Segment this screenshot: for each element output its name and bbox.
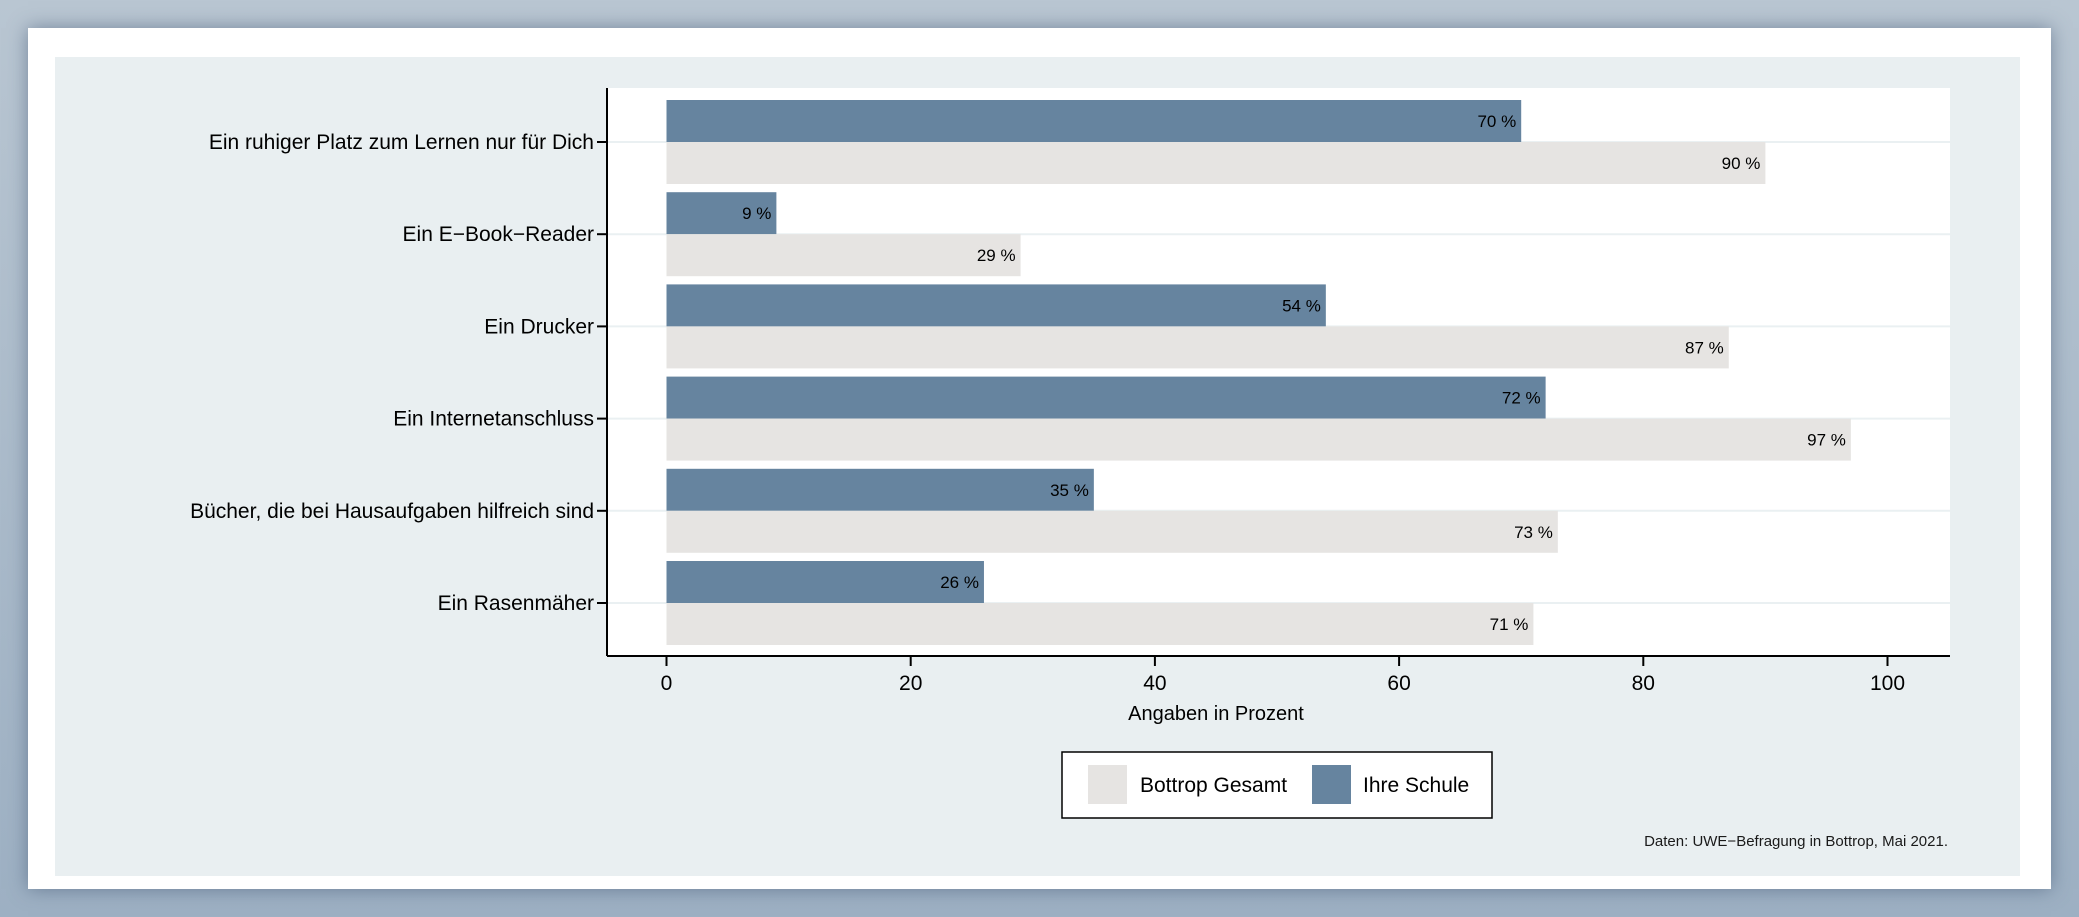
- y-tick-label-ein-drucker: Ein Drucker: [484, 315, 594, 338]
- bar-ihre-schule-ein-internetanschluss: [666, 376, 1546, 419]
- data-label-bottrop-gesamt-ein-ruhiger-platz-zum-lernen-nur-fuer-dich: 90 %: [1722, 154, 1761, 173]
- y-tick-label-ein-internetanschluss: Ein Internetanschluss: [393, 408, 594, 431]
- legend-label-bottrop-gesamt: Bottrop Gesamt: [1140, 774, 1287, 797]
- x-tick-label: 20: [899, 672, 922, 695]
- data-label-bottrop-gesamt-ein-rasenmaeher: 71 %: [1490, 615, 1529, 634]
- x-axis-label: Angaben in Prozent: [1128, 703, 1304, 725]
- data-label-bottrop-gesamt-buecher-die-bei-hausaufgaben-hilfreich-sind: 73 %: [1514, 523, 1553, 542]
- data-label-ihre-schule-ein-drucker: 54 %: [1282, 296, 1321, 315]
- legend-label-ihre-schule: Ihre Schule: [1363, 774, 1469, 797]
- x-tick-label: 0: [661, 672, 673, 695]
- y-tick-label-ein-e-book-reader: Ein E−Book−Reader: [403, 223, 594, 246]
- data-label-ihre-schule-ein-internetanschluss: 72 %: [1502, 389, 1541, 408]
- bar-ihre-schule-ein-drucker: [666, 284, 1326, 327]
- bar-ihre-schule-ein-e-book-reader: [666, 192, 777, 235]
- data-label-ihre-schule-ein-ruhiger-platz-zum-lernen-nur-fuer-dich: 70 %: [1477, 112, 1516, 131]
- legend-swatch-ihre-schule: [1312, 765, 1351, 804]
- data-label-bottrop-gesamt-ein-e-book-reader: 29 %: [977, 246, 1016, 265]
- bar-ihre-schule-ein-ruhiger-platz-zum-lernen-nur-fuer-dich: [666, 100, 1522, 142]
- bars: 70 % 90 % 9 % 29 % 54 % 87 % 72 % 97 % 35 % 73 % 2…: [666, 100, 1851, 645]
- y-tick-label-buecher-die-bei-hausaufgaben-hilfreich-sind: Bücher, die bei Hausaufgaben hilfreich s…: [190, 500, 594, 523]
- data-label-ihre-schule-ein-e-book-reader: 9 %: [742, 204, 771, 223]
- source-note: Daten: UWE−Befragung in Bottrop, Mai 202…: [1644, 833, 1948, 850]
- axes: Ein ruhiger Platz zum Lernen nur für Dic…: [190, 88, 1950, 695]
- legend-swatch-bottrop-gesamt: [1088, 765, 1127, 804]
- bar-bottrop-gesamt-ein-ruhiger-platz-zum-lernen-nur-fuer-dich: [666, 142, 1766, 184]
- bar-bottrop-gesamt-ein-drucker: [666, 326, 1729, 369]
- bar-ihre-schule-ein-rasenmaeher: [666, 561, 984, 603]
- bar-bottrop-gesamt-ein-e-book-reader: [666, 234, 1021, 277]
- y-tick-label-ein-rasenmaeher: Ein Rasenmäher: [438, 592, 594, 615]
- bar-bottrop-gesamt-ein-rasenmaeher: [666, 603, 1534, 645]
- legend: Bottrop Gesamt Ihre Schule: [1061, 751, 1493, 819]
- bar-bottrop-gesamt-ein-internetanschluss: [666, 418, 1851, 461]
- x-tick-label: 100: [1870, 672, 1905, 695]
- x-tick-label: 40: [1143, 672, 1166, 695]
- data-label-bottrop-gesamt-ein-drucker: 87 %: [1685, 338, 1724, 357]
- data-label-ihre-schule-buecher-die-bei-hausaufgaben-hilfreich-sind: 35 %: [1050, 481, 1089, 500]
- legend-box: [1061, 751, 1493, 819]
- bar-ihre-schule-buecher-die-bei-hausaufgaben-hilfreich-sind: [666, 468, 1094, 511]
- data-label-bottrop-gesamt-ein-internetanschluss: 97 %: [1807, 431, 1846, 450]
- data-label-ihre-schule-ein-rasenmaeher: 26 %: [940, 573, 979, 592]
- bar-bottrop-gesamt-buecher-die-bei-hausaufgaben-hilfreich-sind: [666, 510, 1558, 553]
- y-tick-label-ein-ruhiger-platz-zum-lernen-nur-fuer-dich: Ein ruhiger Platz zum Lernen nur für Dic…: [209, 131, 594, 154]
- x-tick-label: 80: [1632, 672, 1655, 695]
- x-tick-label: 60: [1387, 672, 1410, 695]
